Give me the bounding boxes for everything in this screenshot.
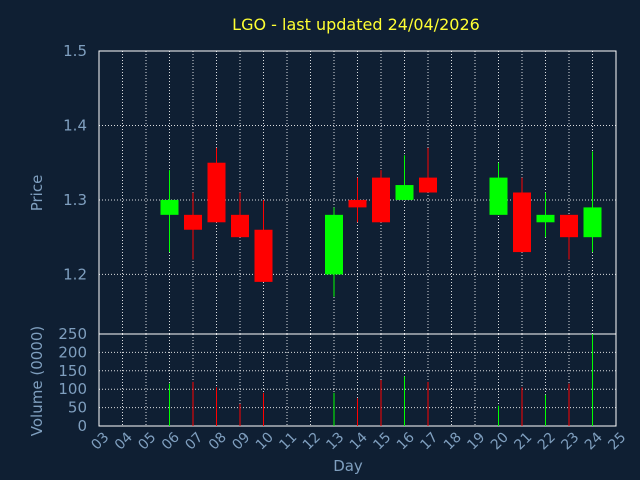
volume-tick-label: 250 <box>58 325 87 343</box>
volume-axis-label: Volume (0000) <box>28 326 46 436</box>
x-tick-label: 14 <box>347 429 371 453</box>
x-tick-label: 17 <box>417 429 441 453</box>
price-candles <box>160 147 602 297</box>
x-tick-label: 11 <box>276 429 300 453</box>
x-ticks: 03 04 05 06 07 08 09 10 11 12 13 14 15 16 17 18 19 20 21 22… <box>88 429 629 453</box>
x-tick-label: 12 <box>300 429 324 453</box>
x-tick-label: 20 <box>488 429 512 453</box>
candle-body <box>372 177 390 223</box>
x-tick-label: 22 <box>535 429 559 453</box>
x-tick-label: 23 <box>558 429 582 453</box>
candle-body <box>536 214 555 223</box>
candle-body <box>254 229 273 282</box>
volume-tick-label: 50 <box>68 399 87 417</box>
price-tick-label: 1.3 <box>63 191 87 209</box>
volume-tick-label: 150 <box>58 362 87 380</box>
chart-title: LGO - last updated 24/04/2026 <box>232 15 480 34</box>
candle-body <box>395 185 414 200</box>
candle-body <box>513 192 531 253</box>
x-tick-label: 09 <box>229 429 253 453</box>
x-tick-label: 24 <box>582 429 606 453</box>
volume-tick-label: 100 <box>58 380 87 398</box>
candle-body <box>419 177 437 193</box>
price-tick-label: 1.5 <box>63 42 87 60</box>
price-y-ticks: 1.2 1.3 1.4 1.5 <box>63 42 87 283</box>
candle-body <box>207 162 226 223</box>
candle-body <box>560 214 578 238</box>
x-tick-label: 19 <box>464 429 488 453</box>
x-tick-label: 25 <box>605 429 629 453</box>
x-tick-label: 04 <box>112 429 136 453</box>
x-tick-label: 03 <box>88 429 112 453</box>
volume-bars <box>169 334 593 426</box>
x-tick-label: 10 <box>253 429 277 453</box>
x-axis-label: Day <box>333 457 363 475</box>
volume-tick-label: 200 <box>58 343 87 361</box>
candle-body <box>231 214 249 238</box>
candle-body <box>583 207 602 238</box>
candle-body <box>489 177 508 215</box>
x-tick-label: 16 <box>394 429 418 453</box>
candle-body <box>325 214 343 275</box>
volume-tick-label: 0 <box>77 417 87 435</box>
price-tick-label: 1.4 <box>63 116 87 134</box>
x-tick-label: 08 <box>206 429 230 453</box>
price-axis-label: Price <box>28 175 46 212</box>
x-tick-label: 15 <box>370 429 394 453</box>
x-tick-label: 21 <box>511 429 535 453</box>
candle-body <box>184 214 202 230</box>
x-tick-label: 13 <box>323 429 347 453</box>
x-tick-label: 06 <box>159 429 183 453</box>
x-tick-label: 18 <box>441 429 465 453</box>
candle-body <box>348 199 367 208</box>
x-tick-label: 07 <box>182 429 206 453</box>
x-tick-label: 05 <box>135 429 159 453</box>
price-tick-label: 1.2 <box>63 265 87 283</box>
candle-body <box>160 199 179 215</box>
